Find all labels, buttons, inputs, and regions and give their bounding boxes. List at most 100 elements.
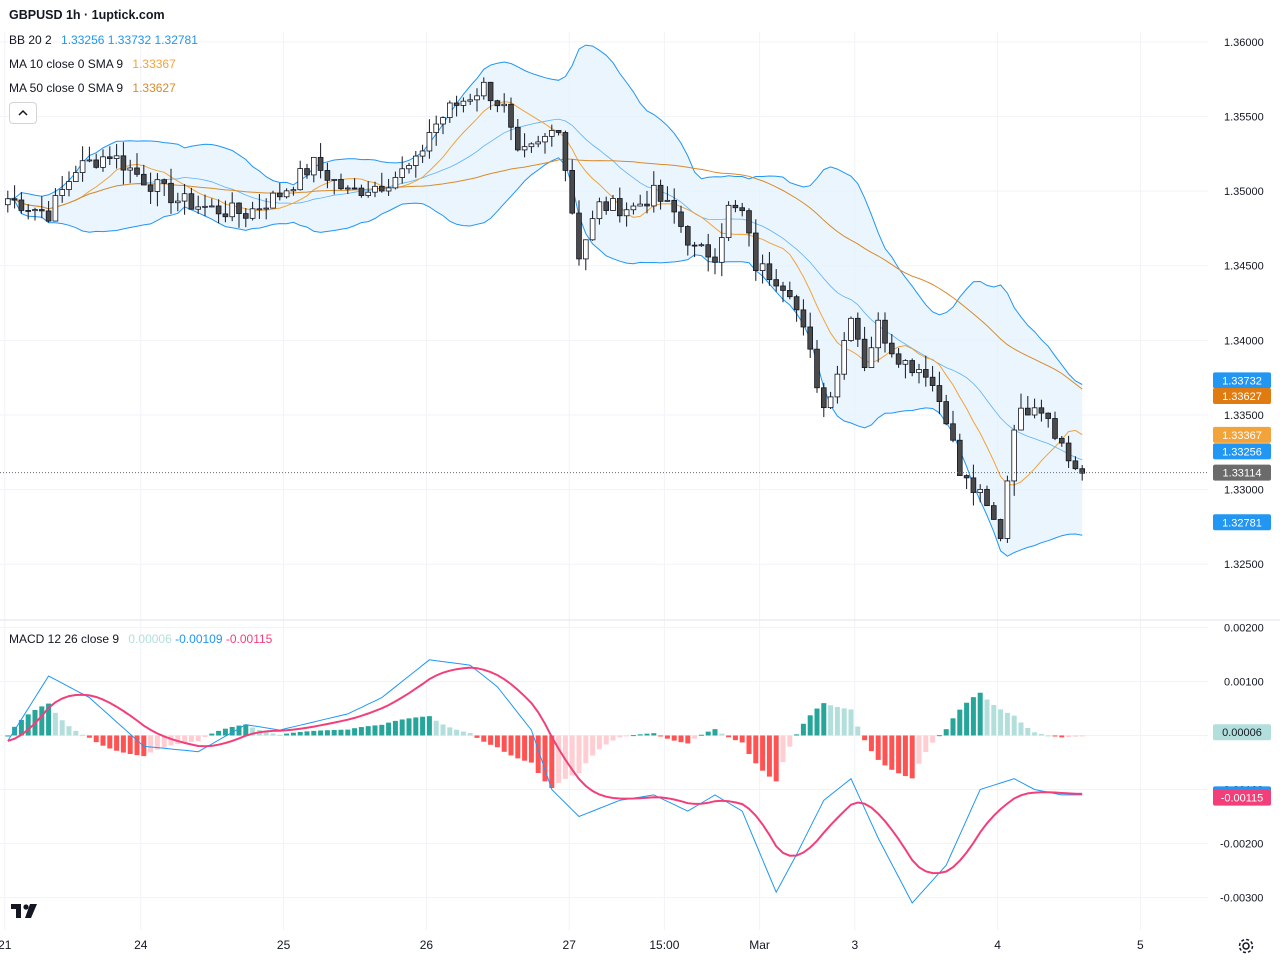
- ma50-legend[interactable]: MA 50 close 0 SMA 9 1.33627: [9, 81, 176, 95]
- candle-body: [759, 263, 766, 271]
- candle-body: [263, 207, 269, 210]
- macd-histogram-bar: [352, 728, 358, 736]
- macd-histogram-bar: [413, 717, 419, 736]
- candle-body: [929, 376, 936, 386]
- macd-histogram-bar: [365, 726, 371, 736]
- candle-body: [1025, 407, 1031, 416]
- y-tick-label: 0.00100: [1224, 676, 1264, 688]
- x-tick-label: 25: [277, 938, 291, 952]
- macd-histogram-bar: [685, 735, 691, 744]
- candle-body: [474, 95, 480, 101]
- macd-histogram-bar: [542, 735, 548, 782]
- macd-histogram-bar: [1045, 735, 1051, 737]
- macd-histogram-bar: [930, 735, 936, 743]
- macd-histogram-bar: [12, 726, 18, 736]
- macd-histogram-bar: [610, 735, 616, 741]
- macd-histogram-bar: [957, 709, 963, 736]
- candle-body: [140, 173, 147, 186]
- collapse-legend-button[interactable]: [9, 102, 37, 124]
- candle-body: [569, 170, 575, 214]
- macd-histogram-bar: [161, 735, 167, 748]
- macd-histogram-bar: [372, 725, 378, 736]
- ma10-value: 1.33367: [132, 57, 176, 71]
- candle-body: [610, 198, 616, 211]
- macd-legend[interactable]: MACD 12 26 close 9 0.00006 -0.00109 -0.0…: [9, 632, 272, 646]
- macd-histogram-bar: [460, 731, 466, 736]
- y-tick-label: 1.33000: [1224, 485, 1264, 497]
- candle-body: [358, 187, 365, 196]
- macd-histogram-bar: [1018, 722, 1024, 736]
- candle-body: [895, 353, 902, 365]
- candlesticks: [5, 77, 1086, 543]
- macd-histogram-bar: [916, 735, 922, 764]
- candle-body: [32, 209, 38, 212]
- macd-histogram-bar: [936, 735, 942, 737]
- y-tick-label: 1.35000: [1224, 186, 1264, 198]
- macd-histogram-bar: [73, 730, 79, 736]
- bb-legend[interactable]: BB 20 2 1.33256 1.33732 1.32781: [9, 33, 198, 47]
- macd-histogram-bar: [127, 735, 133, 755]
- macd-histogram-bar: [800, 723, 806, 736]
- candle-body: [467, 99, 473, 102]
- candle-body: [583, 239, 589, 260]
- macd-histogram-bar: [970, 697, 976, 736]
- candle-body: [229, 202, 236, 218]
- macd-histogram-bar: [243, 724, 249, 736]
- candle-body: [222, 213, 229, 218]
- macd-histogram-bar: [1032, 732, 1038, 736]
- candle-body: [52, 195, 59, 222]
- macd-histogram-bar: [637, 734, 643, 736]
- macd-line-value: -0.00109: [175, 632, 223, 646]
- macd-histogram-bar: [692, 735, 698, 739]
- macd-histogram-bar: [290, 732, 296, 736]
- candle-body: [453, 102, 460, 106]
- candle-body: [501, 103, 507, 107]
- macd-line: [7, 659, 1083, 904]
- candle-body: [780, 285, 786, 291]
- macd-signal-line: [7, 666, 1083, 875]
- candle-body: [399, 168, 405, 178]
- macd-histogram-bar: [760, 735, 766, 771]
- x-tick-label: 27: [563, 938, 577, 952]
- macd-histogram-bar: [651, 733, 657, 736]
- candle-body: [290, 189, 297, 192]
- macd-histogram-bar: [18, 719, 24, 736]
- macd-histogram-bar: [855, 726, 861, 736]
- macd-histogram-bar: [596, 735, 602, 750]
- macd-histogram-bar: [114, 735, 120, 751]
- bollinger-bands: [7, 44, 1083, 557]
- macd-histogram-bar: [107, 735, 113, 749]
- gear-icon[interactable]: [1236, 936, 1256, 956]
- ma10-legend[interactable]: MA 10 close 0 SMA 9 1.33367: [9, 57, 176, 71]
- candle-body: [86, 159, 93, 162]
- macd-histogram-bar: [426, 716, 432, 736]
- candle-body: [73, 172, 79, 182]
- candle-body: [25, 210, 31, 212]
- moving-averages: [7, 101, 1083, 486]
- macd-histogram-bar: [284, 733, 290, 736]
- macd-histogram-bar: [100, 735, 106, 746]
- tradingview-logo-icon[interactable]: [10, 898, 40, 922]
- macd-histogram-bar: [882, 735, 888, 766]
- candle-body: [827, 396, 834, 409]
- candle-body: [460, 100, 467, 106]
- candle-body: [732, 204, 739, 209]
- macd-histogram-bar: [52, 712, 58, 736]
- candle-body: [120, 155, 127, 171]
- candle-body: [446, 102, 453, 118]
- candle-body: [5, 198, 11, 206]
- candle-body: [753, 232, 759, 271]
- macd-histogram-bar: [896, 735, 902, 774]
- macd-histogram-bar: [392, 720, 398, 736]
- candle-body: [406, 165, 412, 170]
- macd-histogram-bar: [522, 735, 528, 761]
- candle-body: [365, 191, 371, 196]
- macd-badge-bg: [1213, 789, 1271, 806]
- x-tick-label: 21: [0, 938, 12, 952]
- candle-body: [549, 130, 555, 137]
- candle-body: [508, 103, 514, 128]
- candle-body: [984, 488, 990, 507]
- macd-histogram-bar: [698, 734, 704, 736]
- macd-histogram-bar: [270, 733, 276, 736]
